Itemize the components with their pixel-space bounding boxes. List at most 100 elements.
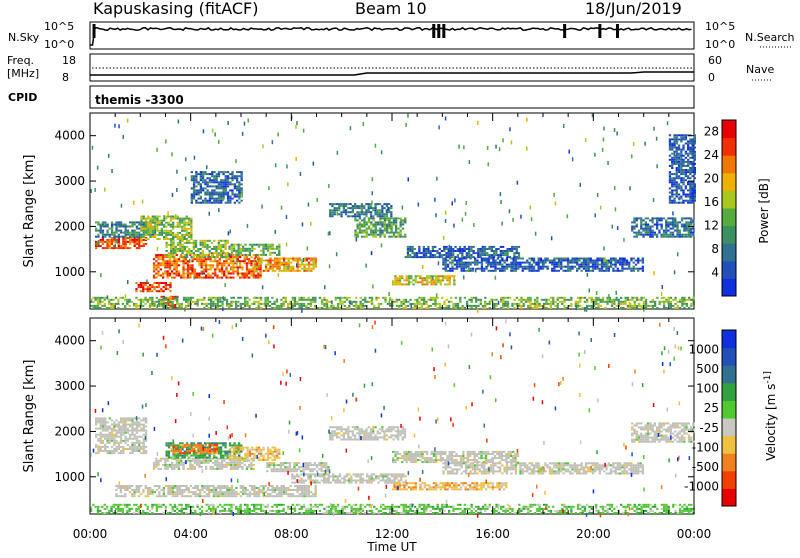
echo-cell — [200, 196, 202, 198]
echo-cell — [677, 301, 679, 303]
echo-cell — [474, 258, 476, 260]
echo-cell — [154, 224, 156, 226]
echo-cell — [246, 466, 248, 468]
echo-cell — [692, 140, 694, 142]
echo-cell — [337, 297, 339, 299]
echo-cell — [223, 260, 225, 262]
echo-cell — [402, 224, 404, 226]
echo-cell — [692, 151, 694, 153]
echo-cell — [155, 268, 157, 270]
echo-cell — [104, 221, 106, 223]
echo-cell — [619, 270, 621, 272]
echo-cell — [351, 301, 353, 303]
echo-cell — [366, 221, 368, 223]
echo-cell — [597, 303, 599, 305]
echo-cell — [155, 264, 157, 266]
echo-cell — [642, 224, 644, 226]
echo-cell — [224, 252, 226, 254]
echo-cell — [672, 232, 674, 234]
echo-cell — [339, 297, 341, 299]
echo-cell — [683, 226, 685, 228]
noise-cell — [677, 139, 679, 143]
echo-cell — [647, 224, 649, 226]
echo-cell — [170, 242, 172, 244]
echo-cell — [427, 252, 429, 254]
echo-cell — [111, 432, 113, 434]
echo-cell — [218, 181, 220, 183]
echo-cell — [100, 442, 102, 444]
echo-cell — [189, 268, 191, 270]
echo-cell — [172, 244, 174, 246]
echo-cell — [407, 246, 409, 248]
echo-cell — [480, 299, 482, 301]
echo-cell — [191, 198, 193, 200]
echo-cell — [435, 281, 437, 283]
echo-cell — [184, 254, 186, 256]
echo-cell — [544, 260, 546, 262]
echo-cell — [106, 224, 108, 226]
noise-cell — [603, 127, 605, 131]
echo-cell — [211, 179, 213, 181]
echo-cell — [212, 260, 214, 262]
echo-cell — [109, 245, 111, 247]
echo-cell — [224, 240, 226, 242]
echo-cell — [329, 213, 331, 215]
echo-cell — [338, 209, 340, 211]
echo-cell — [381, 226, 383, 228]
echo-cell — [357, 219, 359, 221]
echo-cell — [182, 270, 184, 272]
noise-cell — [142, 200, 144, 204]
echo-cell — [234, 177, 236, 179]
echo-cell — [538, 268, 540, 270]
echo-cell — [237, 275, 239, 277]
echo-cell — [475, 301, 477, 303]
echo-cell — [592, 270, 594, 272]
echo-cell — [645, 217, 647, 219]
echo-cell — [510, 258, 512, 260]
echo-cell — [625, 297, 627, 299]
echo-cell — [379, 203, 381, 205]
echo-cell — [362, 299, 364, 301]
echo-cell — [689, 171, 691, 173]
echo-cell — [314, 301, 316, 303]
echo-cell — [678, 157, 680, 159]
echo-cell — [669, 155, 671, 157]
echo-cell — [142, 288, 144, 290]
echo-cell — [120, 428, 122, 430]
echo-cell — [680, 134, 682, 136]
echo-cell — [97, 305, 99, 307]
echo-cell — [211, 248, 213, 250]
echo-cell — [228, 303, 230, 305]
noise-cell — [616, 291, 618, 295]
echo-cell — [170, 224, 172, 226]
echo-cell — [634, 303, 636, 305]
echo-cell — [462, 307, 464, 309]
echo-cell — [170, 256, 172, 258]
echo-cell — [540, 268, 542, 270]
echo-cell — [550, 307, 552, 309]
echo-cell — [108, 307, 110, 309]
echo-cell — [561, 297, 563, 299]
echo-cell — [235, 301, 237, 303]
noise-cell — [156, 148, 158, 152]
echo-cell — [581, 262, 583, 264]
echo-cell — [596, 260, 598, 262]
echo-cell — [177, 226, 179, 228]
echo-cell — [656, 226, 658, 228]
echo-cell — [617, 268, 619, 270]
echo-cell — [495, 299, 497, 301]
echo-cell — [394, 277, 396, 279]
echo-cell — [135, 282, 137, 284]
noise-cell — [551, 236, 553, 240]
echo-cell — [326, 301, 328, 303]
echo-cell — [693, 299, 695, 301]
echo-cell — [202, 200, 204, 202]
echo-cell — [310, 264, 312, 266]
echo-cell — [188, 228, 190, 230]
echo-cell — [500, 299, 502, 301]
echo-cell — [153, 270, 155, 272]
echo-cell — [412, 283, 414, 285]
echo-cell — [661, 301, 663, 303]
echo-cell — [281, 262, 283, 264]
echo-cell — [267, 268, 269, 270]
